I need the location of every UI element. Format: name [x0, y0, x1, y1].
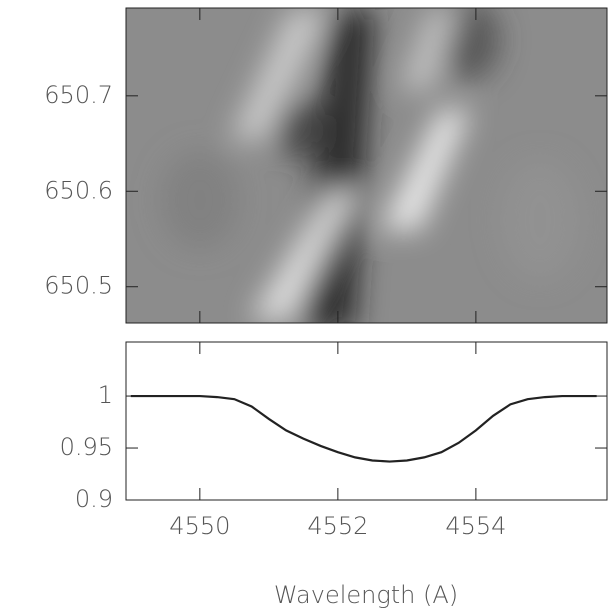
y-tick-label: 650.5: [44, 272, 113, 300]
x-tick-label: 4550: [169, 512, 230, 540]
x-axis-label: Wavelength (A): [274, 581, 458, 609]
y-tick-label: 650.6: [44, 176, 113, 204]
x-tick-label: 4552: [307, 512, 368, 540]
y-tick-label: 650.7: [44, 81, 113, 109]
spectrum-image: [126, 8, 607, 323]
x-tick-label: 4554: [445, 512, 506, 540]
profile-line: [130, 394, 597, 463]
y-tick-label: 0.9: [75, 485, 113, 513]
top-frame: [125, 7, 608, 324]
y-tick-label: 1: [98, 381, 113, 409]
bottom-frame: [125, 341, 608, 501]
y-tick-label: 0.95: [60, 433, 113, 461]
